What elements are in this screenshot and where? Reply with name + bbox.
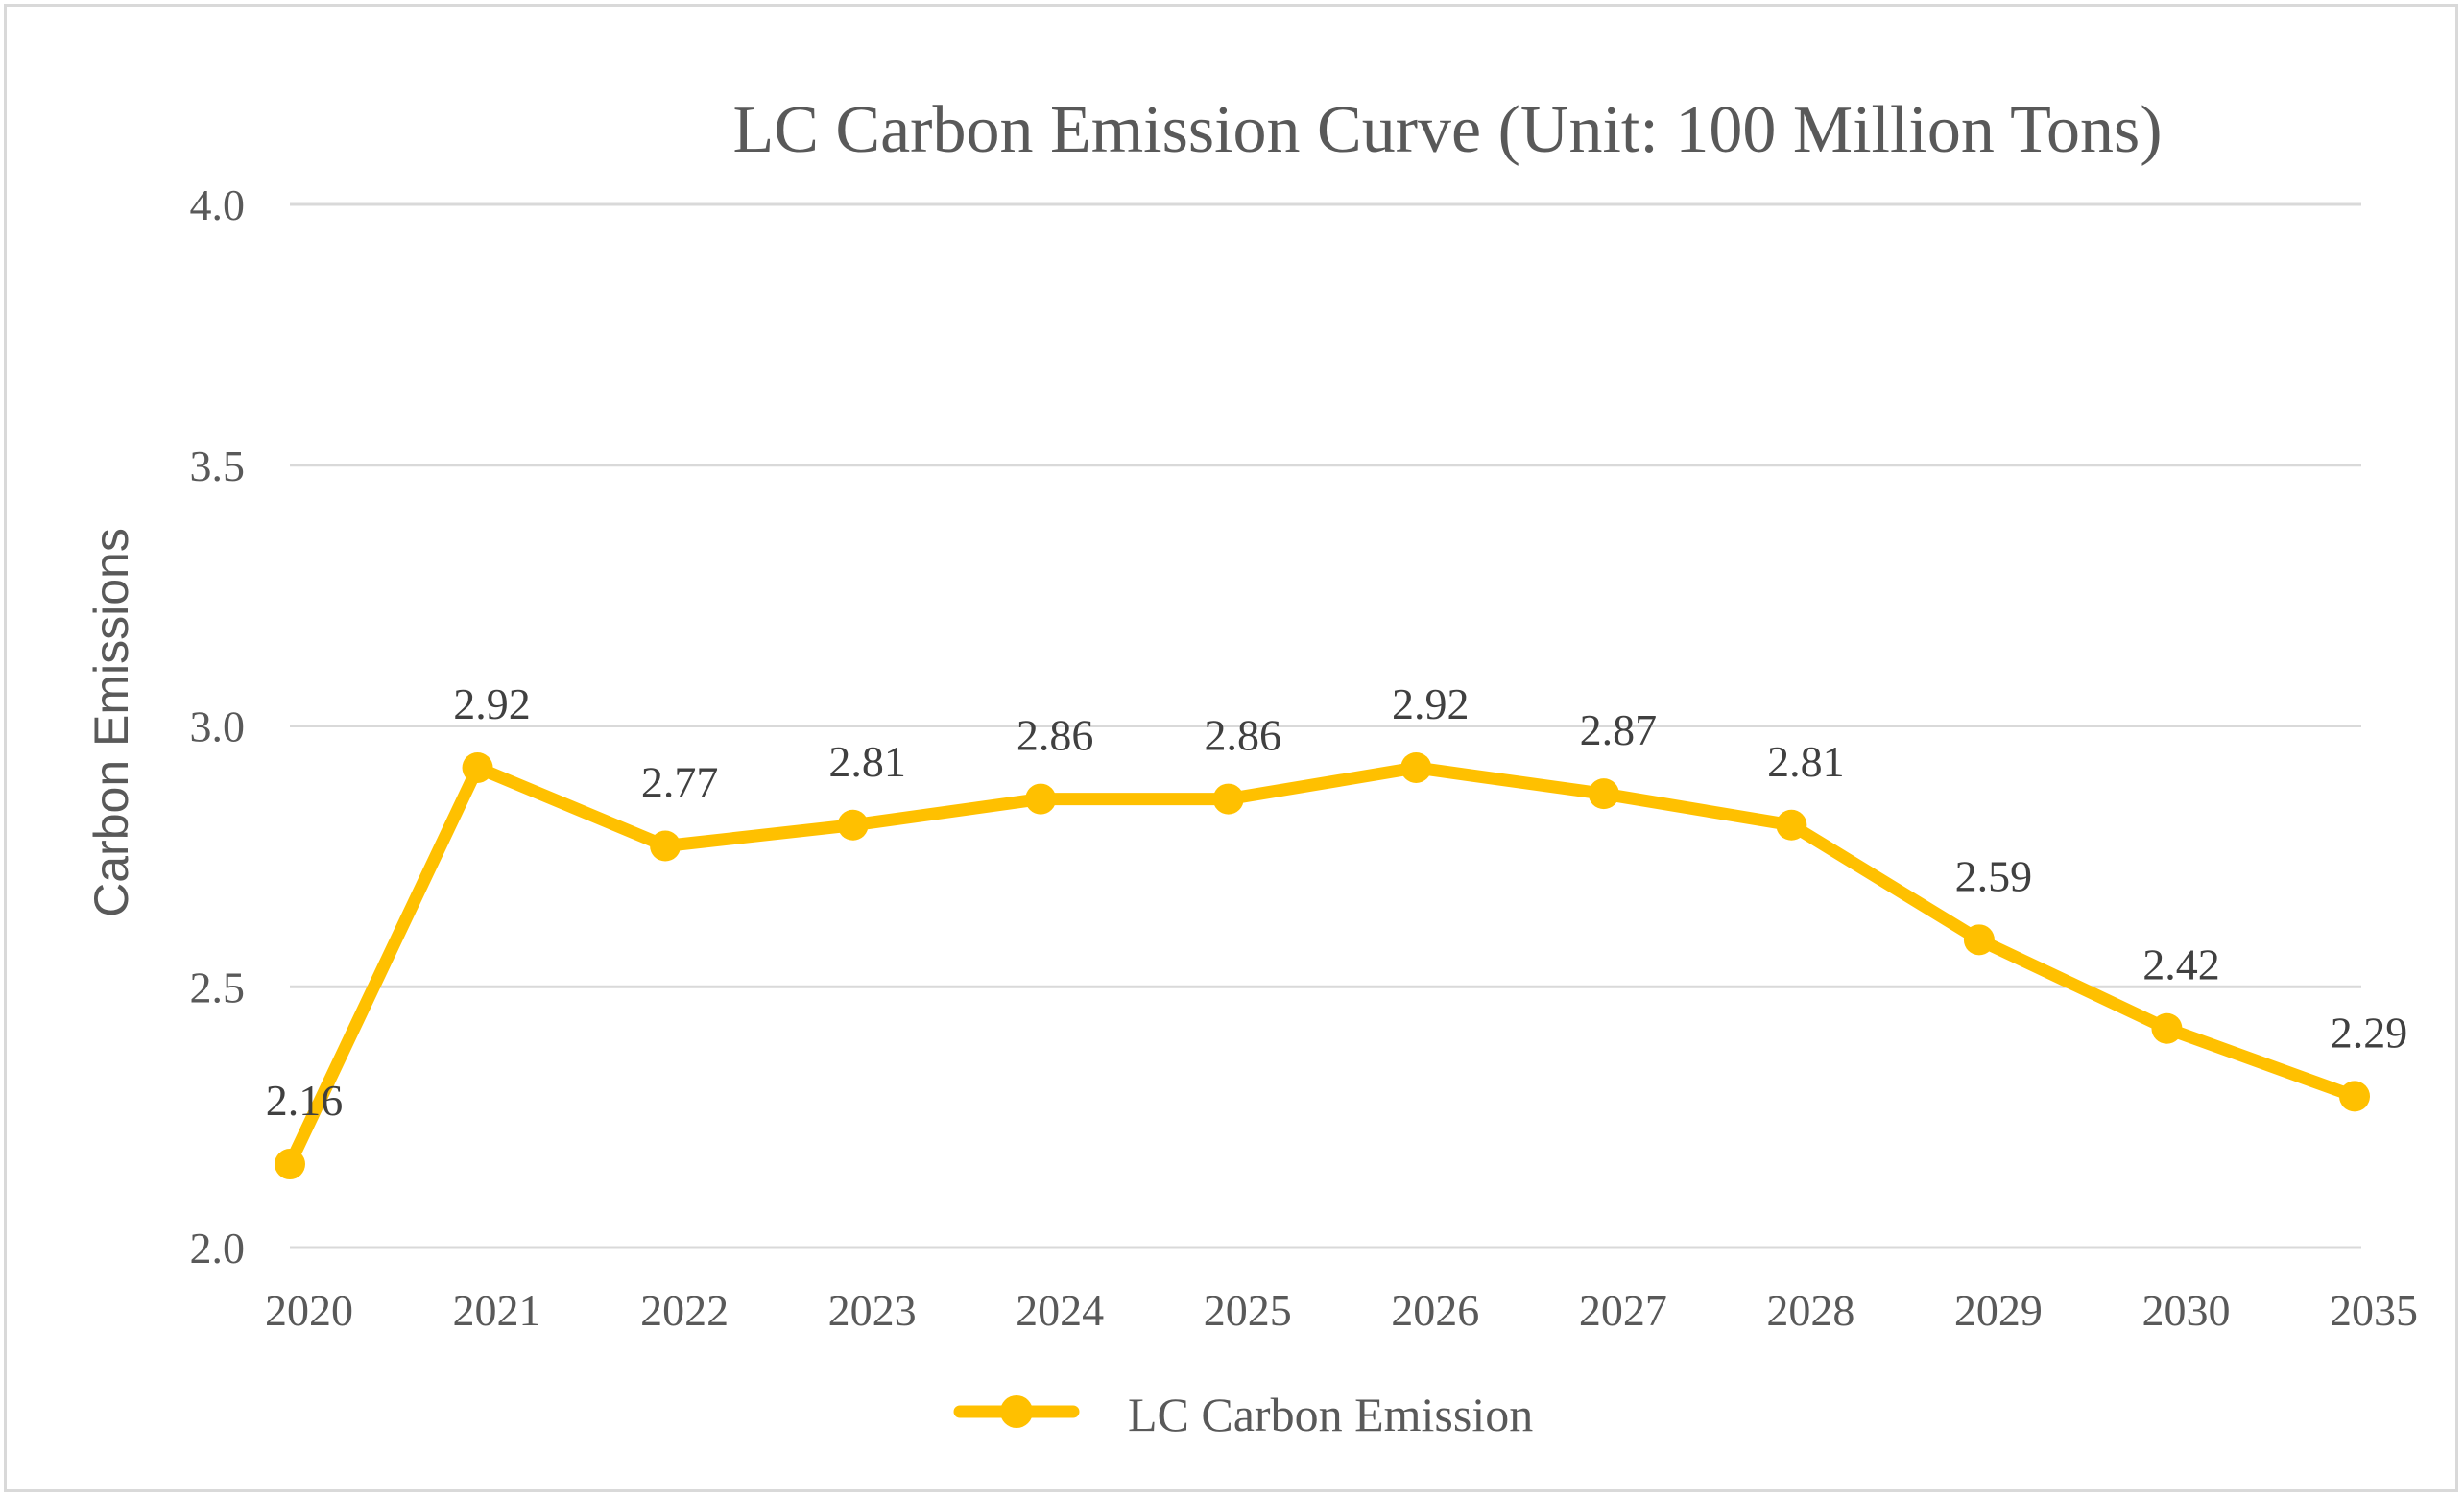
data-label: 2.81 xyxy=(1767,737,1845,786)
x-tick-label: 2035 xyxy=(2330,1286,2418,1335)
data-point xyxy=(1400,751,1432,783)
legend: LC Carbon Emission xyxy=(953,1388,1533,1441)
legend-point-marker xyxy=(1000,1395,1033,1428)
data-point xyxy=(275,1149,305,1180)
data-point xyxy=(2339,1081,2370,1112)
x-tick-label: 2026 xyxy=(1391,1286,1479,1335)
data-point xyxy=(1776,809,1807,841)
data-label: 2.42 xyxy=(2142,940,2220,989)
x-tick-label: 2024 xyxy=(1016,1286,1104,1335)
data-label: 2.59 xyxy=(1955,851,2033,900)
data-labels: 2.16 2.92 2.77 2.81 2.86 2.86 2.92 2.87 2.81 2.59… xyxy=(266,679,2408,1125)
chart-frame xyxy=(4,4,2458,1492)
data-point xyxy=(837,809,869,841)
gridlines xyxy=(290,202,2361,1249)
y-axis-label: Carbon Emissions xyxy=(84,528,138,917)
x-tick-label: 2023 xyxy=(828,1286,917,1335)
data-point xyxy=(2151,1012,2183,1044)
data-label: 2.81 xyxy=(828,737,906,786)
data-point xyxy=(1212,783,1244,815)
x-tick-label: 2020 xyxy=(265,1286,353,1335)
data-label: 2.92 xyxy=(1392,679,1470,728)
data-point xyxy=(650,830,682,862)
legend-label: LC Carbon Emission xyxy=(1128,1388,1533,1441)
x-tick-label: 2030 xyxy=(2141,1286,2230,1335)
y-tick-label: 4.0 xyxy=(190,180,246,229)
x-tick-label: 2028 xyxy=(1766,1286,1854,1335)
data-label: 2.92 xyxy=(453,679,531,728)
series-layer xyxy=(275,751,2370,1180)
x-axis-ticks: 2020 2021 2022 2023 2024 2025 2026 2027 2028 2029… xyxy=(265,1286,2418,1335)
y-axis-ticks: 2.0 2.5 3.0 3.5 4.0 xyxy=(190,180,246,1272)
x-tick-label: 2027 xyxy=(1579,1286,1667,1335)
y-tick-label: 3.0 xyxy=(190,702,246,751)
data-point xyxy=(1025,783,1057,815)
data-point xyxy=(1963,924,1995,956)
data-label: 2.87 xyxy=(1580,705,1658,754)
data-label: 2.16 xyxy=(266,1076,344,1125)
series-line xyxy=(283,761,2361,1171)
data-label: 2.77 xyxy=(641,758,719,807)
x-tick-label: 2025 xyxy=(1204,1286,1292,1335)
chart-title: LC Carbon Emission Curve (Unit: 100 Mill… xyxy=(732,93,2162,167)
data-point xyxy=(1588,778,1619,810)
y-tick-label: 3.5 xyxy=(190,441,246,490)
y-tick-label: 2.0 xyxy=(190,1224,246,1272)
x-tick-label: 2029 xyxy=(1954,1286,2043,1335)
x-tick-label: 2021 xyxy=(453,1286,541,1335)
data-label: 2.86 xyxy=(1204,711,1281,760)
x-tick-label: 2022 xyxy=(640,1286,729,1335)
data-label: 2.29 xyxy=(2331,1008,2408,1057)
data-label: 2.86 xyxy=(1017,711,1094,760)
data-point xyxy=(462,751,493,783)
y-tick-label: 2.5 xyxy=(190,963,246,1011)
